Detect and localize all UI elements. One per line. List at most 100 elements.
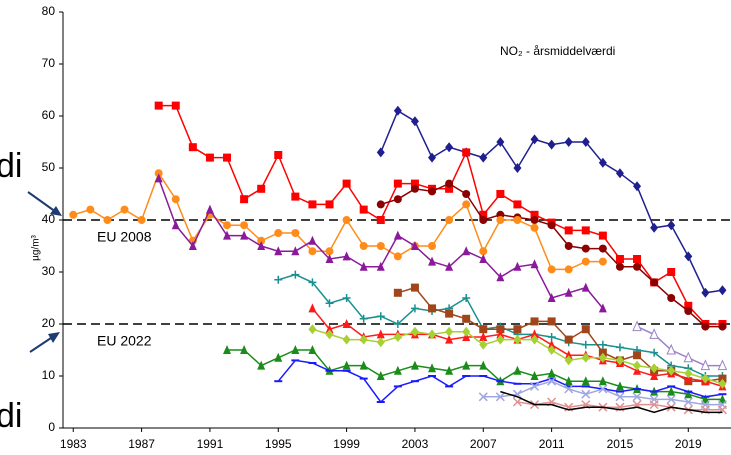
marker bbox=[564, 350, 573, 360]
marker bbox=[325, 299, 334, 308]
marker bbox=[684, 307, 693, 315]
marker bbox=[325, 324, 334, 334]
marker bbox=[393, 365, 402, 375]
marker bbox=[257, 184, 266, 193]
marker bbox=[154, 173, 163, 183]
marker bbox=[274, 246, 283, 256]
marker bbox=[274, 151, 283, 159]
marker bbox=[428, 363, 437, 373]
marker bbox=[445, 179, 454, 188]
marker bbox=[376, 200, 385, 209]
marker bbox=[479, 216, 488, 224]
marker bbox=[308, 324, 317, 335]
marker bbox=[342, 294, 351, 302]
marker bbox=[325, 247, 334, 256]
marker bbox=[376, 261, 385, 271]
marker bbox=[513, 334, 522, 345]
marker bbox=[495, 392, 505, 402]
marker bbox=[701, 287, 710, 298]
x-tick-label: 2003 bbox=[402, 437, 429, 451]
marker bbox=[410, 283, 419, 292]
marker bbox=[274, 352, 283, 362]
marker bbox=[581, 352, 590, 363]
marker bbox=[496, 190, 505, 198]
marker bbox=[445, 334, 454, 344]
marker bbox=[308, 200, 317, 209]
marker bbox=[274, 275, 283, 284]
marker bbox=[547, 333, 556, 341]
marker bbox=[376, 337, 385, 348]
marker bbox=[393, 195, 402, 204]
marker bbox=[479, 339, 488, 350]
marker bbox=[530, 216, 539, 224]
marker bbox=[615, 343, 624, 352]
x-tick-label: 1991 bbox=[197, 437, 224, 451]
arrows bbox=[27, 191, 62, 353]
marker bbox=[291, 270, 300, 279]
marker bbox=[564, 137, 573, 147]
marker bbox=[376, 312, 385, 321]
marker bbox=[547, 221, 556, 230]
x-tick-label: 1995 bbox=[265, 437, 292, 451]
marker bbox=[359, 242, 368, 250]
marker bbox=[257, 236, 266, 245]
marker bbox=[684, 301, 693, 310]
marker bbox=[462, 190, 471, 198]
marker bbox=[530, 334, 539, 345]
marker bbox=[666, 394, 676, 404]
marker bbox=[308, 345, 317, 354]
marker bbox=[718, 378, 727, 389]
marker bbox=[650, 222, 659, 233]
marker bbox=[445, 216, 454, 224]
series-line bbox=[636, 325, 723, 367]
marker bbox=[581, 226, 590, 235]
marker bbox=[291, 345, 300, 354]
marker bbox=[428, 256, 437, 266]
marker bbox=[615, 262, 624, 271]
marker bbox=[633, 360, 642, 371]
marker bbox=[479, 152, 488, 163]
marker bbox=[171, 220, 180, 230]
marker bbox=[240, 221, 249, 230]
marker bbox=[512, 397, 522, 407]
marker bbox=[445, 365, 454, 375]
marker bbox=[513, 365, 522, 375]
marker bbox=[650, 348, 659, 357]
marker bbox=[513, 163, 522, 173]
marker bbox=[342, 360, 351, 370]
marker bbox=[512, 389, 522, 399]
y-tick-label: 60 bbox=[42, 108, 56, 122]
marker bbox=[684, 368, 693, 379]
marker bbox=[598, 303, 607, 313]
marker bbox=[86, 205, 95, 214]
marker bbox=[496, 325, 505, 334]
marker bbox=[598, 352, 607, 363]
marker bbox=[701, 373, 710, 384]
marker bbox=[462, 148, 471, 157]
marker bbox=[650, 371, 659, 380]
series-line bbox=[500, 390, 723, 414]
marker bbox=[633, 262, 642, 271]
series-line bbox=[158, 104, 723, 325]
marker bbox=[547, 265, 556, 274]
x-tick-label: 2015 bbox=[607, 437, 634, 451]
marker bbox=[240, 345, 249, 354]
marker bbox=[547, 139, 556, 150]
marker bbox=[496, 137, 505, 147]
marker bbox=[103, 216, 112, 224]
marker bbox=[479, 247, 488, 256]
marker bbox=[649, 328, 659, 339]
marker bbox=[479, 360, 488, 370]
marker bbox=[547, 345, 556, 355]
marker bbox=[342, 216, 351, 224]
marker bbox=[650, 278, 659, 287]
marker bbox=[393, 252, 402, 261]
marker bbox=[598, 231, 607, 240]
marker bbox=[684, 389, 693, 399]
marker bbox=[615, 381, 624, 391]
marker bbox=[205, 204, 214, 214]
marker bbox=[410, 241, 419, 250]
marker bbox=[701, 322, 710, 331]
marker bbox=[428, 152, 437, 163]
marker bbox=[325, 200, 334, 209]
